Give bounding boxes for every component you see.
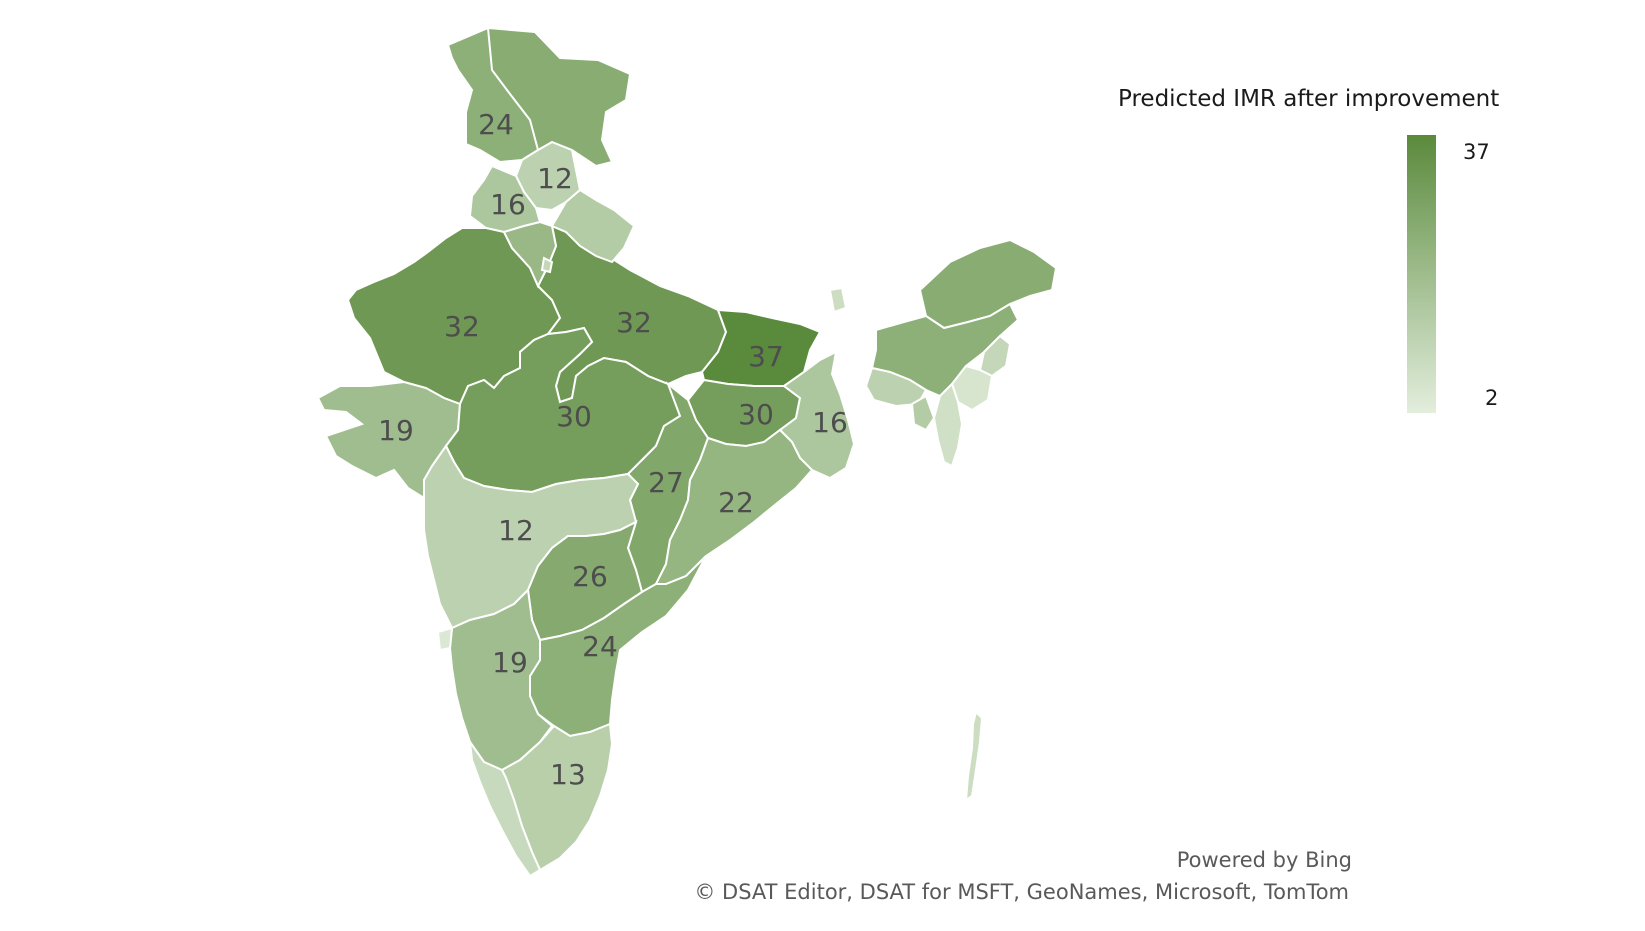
region-value-label: 27 <box>648 466 684 499</box>
region-value-label: 32 <box>616 306 652 339</box>
region-kerala[interactable] <box>469 741 542 878</box>
region-uttarakhand[interactable] <box>550 188 636 264</box>
region-value-label: 22 <box>718 486 754 519</box>
region-arunachal[interactable] <box>918 238 1058 330</box>
region-value-label: 13 <box>550 758 586 791</box>
region-value-label: 32 <box>444 310 480 343</box>
legend-title: Predicted IMR after improvement <box>1118 86 1500 112</box>
region-odisha[interactable] <box>654 428 814 585</box>
powered-by-credit[interactable]: Powered by Bing <box>1176 848 1352 872</box>
region-value-label: 19 <box>492 646 528 679</box>
region-value-label: 24 <box>582 630 618 663</box>
region-value-label: 16 <box>490 188 526 221</box>
region-goa[interactable] <box>436 626 454 652</box>
labels-layer: 24 12 16 32 32 37 19 30 30 16 27 22 12 26 24 19 13 <box>378 108 848 791</box>
region-andaman-islands[interactable] <box>964 710 984 802</box>
region-value-label: 16 <box>812 406 848 439</box>
legend-max-label: 37 <box>1463 140 1490 164</box>
region-west-bengal[interactable] <box>778 350 856 480</box>
legend-min-label: 2 <box>1485 386 1499 410</box>
copyright-credit: © DSAT Editor, DSAT for MSFT, GeoNames, … <box>694 880 1349 904</box>
region-value-label: 19 <box>378 414 414 447</box>
region-value-label: 30 <box>738 398 774 431</box>
region-value-label: 24 <box>478 108 514 141</box>
region-delhi[interactable] <box>540 256 554 274</box>
region-value-label: 37 <box>748 340 784 373</box>
region-value-label: 12 <box>498 514 534 547</box>
region-ladakh-east[interactable] <box>486 26 632 168</box>
regions-layer <box>316 26 1058 878</box>
region-value-label: 26 <box>572 560 608 593</box>
region-value-label: 12 <box>537 162 573 195</box>
region-karnataka[interactable] <box>448 587 554 772</box>
region-sikkim[interactable] <box>828 286 848 314</box>
legend-color-bar <box>1407 135 1436 413</box>
region-mizoram[interactable] <box>932 382 964 468</box>
region-value-label: 30 <box>556 400 592 433</box>
region-tripura[interactable] <box>910 394 936 432</box>
